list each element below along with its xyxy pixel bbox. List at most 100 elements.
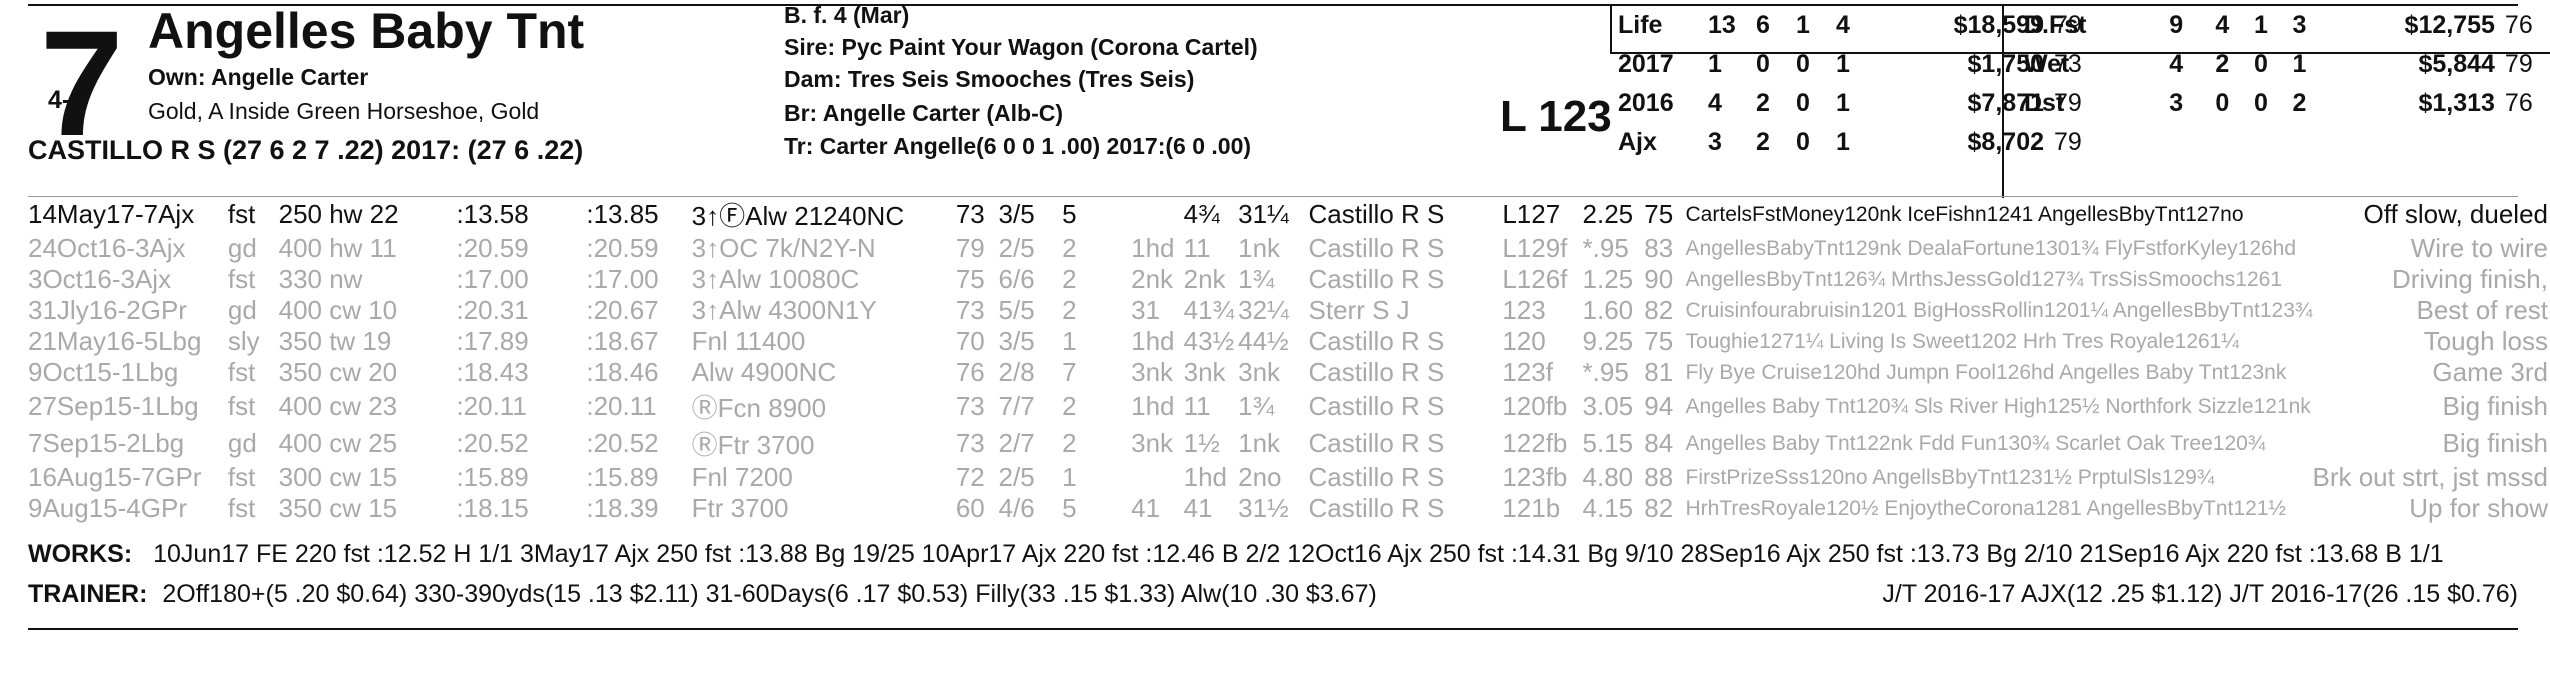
pp-sp: 83 (1644, 233, 1674, 263)
pp-top: AngellesBbyTnt126¾ MrthsJessGold127¾ Trs… (1685, 267, 2282, 291)
pp-dist: 400 cw 23 (278, 391, 398, 421)
silks: Gold, A Inside Green Horseshoe, Gold (148, 98, 540, 124)
pp-jockey: Castillo R S (1308, 493, 1445, 523)
pp-comment: Best of rest (2416, 295, 2549, 325)
pp-race: 3↑ⒻAlw 21240NC (691, 201, 905, 231)
pp-sr: 60 (955, 493, 985, 523)
stats-earn: $8,702 (1967, 128, 2044, 156)
pp-dist: 250 hw 22 (278, 199, 399, 229)
pp-c1: 1hd (1131, 233, 1175, 263)
stats-p: 0 (2253, 50, 2268, 78)
sire: Sire: Pyc Paint Your Wagon (Corona Carte… (784, 34, 1258, 60)
pp-race: 3↑Alw 4300N1Y (691, 295, 877, 325)
stats-starts: 3 (2169, 89, 2184, 117)
stats-p: 1 (2253, 11, 2268, 39)
pp-race: Ftr 3700 (691, 493, 789, 523)
bottom-rule (28, 628, 2518, 630)
stats-earn: $1,313 (2418, 89, 2495, 117)
pp-fin: 44½ (1238, 326, 1289, 356)
pp-cond: fst (227, 264, 256, 294)
pp-f1: :13.58 (456, 199, 529, 229)
stats-starts: 4 (2169, 50, 2184, 78)
stats-label: Dst (2024, 89, 2065, 117)
pp-date: 9Aug15-4GPr (28, 493, 187, 523)
stats-label: 2017 (1618, 50, 1674, 78)
pp-odds: 9.25 (1582, 326, 1634, 356)
pp-fin: 1¾ (1238, 391, 1275, 421)
pp-sr: 73 (955, 295, 985, 325)
pp-row: 16Aug15-7GPr fst 300 cw 15:15.89:15.89 Fnl … (28, 462, 2548, 493)
pp-comment: Off slow, dueled (2363, 199, 2548, 229)
pp-top: CartelsFstMoney120nk IceFishn1241 Angell… (1685, 202, 2244, 226)
pp-odds: 1.60 (1582, 295, 1634, 325)
pp-fin: 31¼ (1238, 199, 1289, 229)
stats-row: Dst 3 0 0 2 $1,313 76 (2024, 84, 2550, 123)
pp-wt: L127 (1502, 199, 1561, 229)
pp-dist: 350 tw 19 (278, 326, 392, 356)
pp-wt: 120fb (1502, 391, 1568, 421)
stats-starts: 4 (1708, 89, 1722, 117)
pp-wt: 123f (1502, 357, 1553, 387)
pp-top: Fly Bye Cruise120hd Jumpn Fool126hd Ange… (1685, 360, 2287, 384)
pp-jockey: Castillo R S (1308, 233, 1445, 263)
pp-pp: 3/5 (998, 199, 1035, 229)
stats-starts: 3 (1708, 128, 1722, 156)
pp-c1: 3nk (1131, 357, 1174, 387)
stats-starts: 1 (1708, 50, 1722, 78)
stats-s: 1 (1836, 128, 1850, 156)
pp-row: 21May16-5Lbg sly 350 tw 19:17.89:18.67 Fnl … (28, 326, 2548, 357)
morning-line-odds: 4-1 (48, 86, 85, 114)
pp-c2: 11 (1183, 391, 1211, 421)
stats-rating: 79 (2504, 50, 2533, 78)
pp-f1: :20.59 (456, 233, 529, 263)
pp-date: 16Aug15-7GPr (28, 462, 202, 492)
pp-dist: 400 cw 10 (278, 295, 398, 325)
pp-c1: 2nk (1131, 264, 1174, 294)
pp-dist: 300 cw 15 (278, 462, 398, 492)
pp-top: FirstPrizeSss120no AngellsBbyTnt1231½ Pr… (1685, 465, 2215, 489)
stats-table-right: D.Fst 9 4 1 3 $12,755 76 Wet 4 2 0 1 $5,844 79 Dst 3 0 0 2… (2024, 6, 2550, 123)
pp-sr: 73 (955, 199, 985, 229)
pp-dist: 330 nw (278, 264, 363, 294)
pp-wt: 123fb (1502, 462, 1568, 492)
pp-odds: 1.25 (1582, 264, 1634, 294)
trainer: Tr: Carter Angelle(6 0 0 1 .00) 2017:(6 … (784, 133, 1252, 159)
weight-assignment: L 123 (1500, 92, 1612, 141)
stats-s: 2 (2292, 89, 2307, 117)
stats-label: D.Fst (2024, 11, 2087, 39)
pp-race: ⓇFtr 3700 (691, 430, 815, 460)
breeder: Br: Angelle Carter (Alb-C) (784, 100, 1063, 126)
pp-race: ⓇFcn 8900 (691, 393, 827, 423)
pp-comment: Game 3rd (2432, 357, 2548, 387)
life-box-left (1610, 4, 1612, 54)
pp-odds: *.95 (1582, 357, 1629, 387)
pp-comment: Driving finish, (2391, 264, 2548, 294)
pp-odds: *.95 (1582, 233, 1629, 263)
life-box-bottom (1610, 52, 2550, 54)
pp-top: AngellesBabyTnt129nk DealaFortune1301¾ F… (1685, 236, 2297, 260)
pp-sr: 70 (955, 326, 985, 356)
stats-rating: 79 (2054, 11, 2082, 39)
pp-c1 (1131, 196, 1184, 233)
pp-pp: 5/5 (998, 295, 1035, 325)
pp-cond: fst (227, 391, 256, 421)
pp-cond: fst (227, 493, 256, 523)
pp-pp: 2/8 (998, 357, 1035, 387)
pp-odds: 3.05 (1582, 391, 1634, 421)
pp-c2: 11 (1183, 233, 1211, 263)
horse-name: Angelles Baby Tnt (148, 3, 585, 59)
trainer-stats-line: TRAINER: 2Off180+(5 .20 $0.64) 330-390yd… (28, 580, 1377, 609)
pp-comment: Tough loss (2423, 326, 2548, 356)
pp-race: Alw 4900NC (691, 357, 837, 387)
pp-date: 27Sep15-1Lbg (28, 391, 199, 421)
pp-f1: :20.11 (456, 391, 527, 421)
stats-w: 0 (1756, 50, 1770, 78)
pp-sr: 73 (955, 391, 985, 421)
pp-st: 1 (1062, 462, 1077, 492)
stats-earn: $12,755 (2404, 11, 2495, 39)
pp-sp: 94 (1644, 391, 1674, 421)
pp-c2: 2nk (1183, 264, 1226, 294)
pp-f1: :15.89 (456, 462, 529, 492)
stats-rating: 76 (2504, 89, 2533, 117)
pp-top: Angelles Baby Tnt120¾ Sls River High125½… (1685, 394, 2311, 418)
